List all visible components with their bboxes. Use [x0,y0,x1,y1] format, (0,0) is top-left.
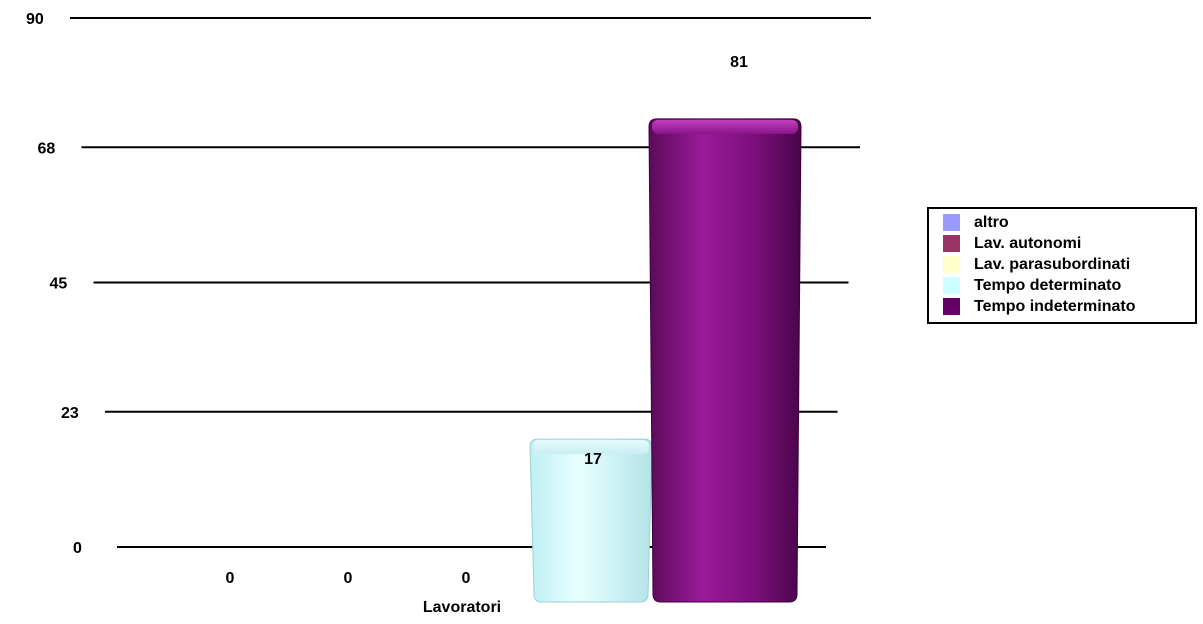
legend-swatch [943,277,960,294]
legend-swatch [943,256,960,273]
legend-label: Tempo indeterminato [974,297,1136,315]
legend-label: Lav. autonomi [974,234,1082,252]
bar-top [533,440,649,455]
y-tick-label: 68 [37,140,55,157]
legend-swatch [943,235,960,252]
data-labels: 0 0 0 17 81 [226,54,748,587]
y-tick-label: 0 [73,540,82,557]
legend-swatch [943,214,960,231]
data-label: 0 [462,570,471,587]
legend-item: Tempo indeterminato [943,296,1195,317]
y-tick-label: 23 [61,405,79,422]
legend: altro Lav. autonomi Lav. parasubordinati Te… [927,207,1197,324]
bar-tempo-indeterminato [648,118,802,603]
y-tick-label: 90 [26,11,44,28]
bar-tempo-determinato [529,438,653,603]
legend-label: altro [974,213,1009,231]
data-label: 81 [730,54,748,71]
data-label: 0 [226,570,235,587]
legend-item: Tempo determinato [943,275,1195,296]
legend-item: Lav. parasubordinati [943,254,1195,275]
legend-swatch [943,298,960,315]
legend-item: altro [943,212,1195,233]
data-label: 0 [344,570,353,587]
bar-body [648,118,802,603]
bars [529,118,802,603]
y-tick-label: 45 [50,276,68,293]
legend-label: Tempo determinato [974,276,1122,294]
y-axis-ticks: 0 23 45 68 90 [26,11,82,557]
data-label: 17 [584,451,602,468]
bar-top [652,119,798,134]
legend-label: Lav. parasubordinati [974,255,1131,273]
x-category-label: Lavoratori [423,599,501,616]
legend-item: Lav. autonomi [943,233,1195,254]
bar-body [529,438,653,603]
